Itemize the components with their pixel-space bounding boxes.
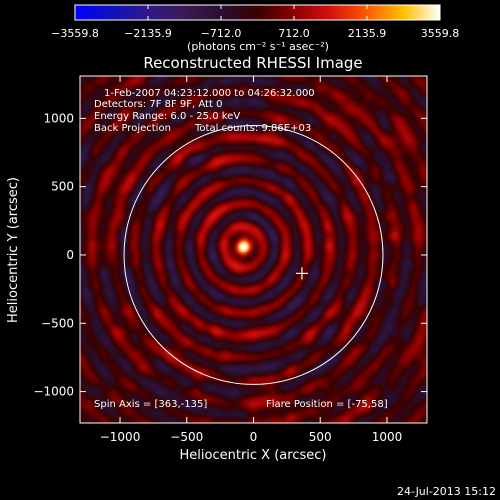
detectors-text: Detectors: 7F 8F 9F, Att 0	[94, 99, 222, 110]
y-tick-label: −500	[41, 316, 74, 330]
colorbar-tick-label: 3559.8	[421, 27, 460, 40]
y-tick-label: 1000	[43, 111, 74, 125]
colorbar: −3559.8 −2135.9 −712.0 712.0 2135.9 3559.8 (p…	[51, 4, 459, 53]
colorbar-tick-label: −2135.9	[124, 27, 172, 40]
colorbar-unit-label: (photons cm⁻² s⁻¹ asec⁻²)	[187, 40, 329, 53]
method-text: Back Projection	[94, 123, 171, 134]
colorbar-tick-label: −3559.8	[51, 27, 99, 40]
footer-date: 24-Jul-2013 15:12	[397, 485, 496, 498]
plot-area: −1000 −500 0 500 1000 −1000 −500 0 500 1000	[33, 75, 428, 444]
flare-position-text: Flare Position = [-75,58]	[266, 399, 388, 410]
total-counts-text: Total counts: 9.86E+03	[194, 123, 311, 134]
axis-ticks: −1000 −500 0 500 1000 −1000 −500 0 500 1000	[33, 76, 427, 444]
time-range-text: 1-Feb-2007 04:23:12.000 to 04:26:32.000	[104, 88, 315, 99]
colorbar-ticks: −3559.8 −2135.9 −712.0 712.0 2135.9 3559.8	[51, 5, 459, 40]
chart-title: Reconstructed RHESSI Image	[143, 54, 362, 72]
heatmap-image	[80, 76, 427, 423]
colorbar-tick-label: 2135.9	[348, 27, 387, 40]
x-tick-label: 1000	[372, 430, 403, 444]
spin-axis-marker	[295, 267, 308, 280]
x-tick-label: −1000	[100, 430, 141, 444]
x-axis-label: Heliocentric X (arcsec)	[180, 448, 327, 463]
y-tick-label: 0	[66, 248, 74, 262]
x-tick-label: 0	[250, 430, 258, 444]
y-tick-label: −1000	[33, 385, 74, 399]
y-tick-label: 500	[51, 180, 74, 194]
annotations: 1-Feb-2007 04:23:12.000 to 04:26:32.000 …	[94, 88, 388, 410]
colorbar-tick-label: −712.0	[201, 27, 242, 40]
colorbar-frame	[74, 4, 441, 21]
x-tick-label: −500	[170, 430, 203, 444]
colorbar-gradient	[75, 5, 440, 20]
spin-axis-text: Spin Axis = [363,-135]	[94, 399, 207, 410]
solar-limb-circle	[123, 125, 384, 385]
x-tick-label: 500	[309, 430, 332, 444]
colorbar-tick-label: 712.0	[278, 27, 310, 40]
y-axis-label: Heliocentric Y (arcsec)	[6, 177, 21, 323]
energy-range-text: Energy Range: 6.0 - 25.0 keV	[94, 111, 240, 122]
